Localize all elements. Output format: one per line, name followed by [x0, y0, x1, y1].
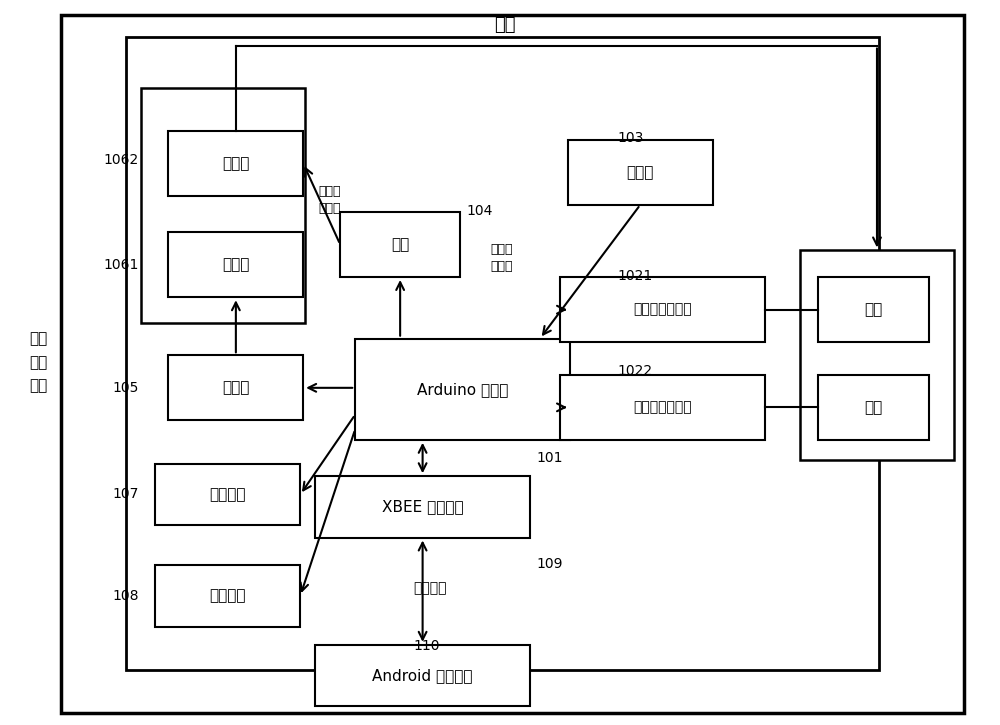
Text: 107: 107 [112, 487, 139, 501]
Text: 报警模块: 报警模块 [210, 589, 246, 603]
Text: 101: 101 [536, 451, 562, 465]
FancyBboxPatch shape [126, 37, 879, 670]
Text: 104: 104 [466, 204, 492, 218]
Text: 土壤湿度传感器: 土壤湿度传感器 [633, 302, 692, 317]
Text: 蓝牙传递: 蓝牙传递 [413, 581, 447, 595]
FancyBboxPatch shape [168, 232, 303, 297]
Text: 109: 109 [536, 557, 562, 571]
Text: 花盆: 花盆 [864, 302, 883, 317]
FancyBboxPatch shape [168, 355, 303, 420]
Text: 电位器: 电位器 [627, 165, 654, 180]
Text: 设置浇
水阀値: 设置浇 水阀値 [490, 243, 513, 273]
FancyBboxPatch shape [315, 645, 530, 706]
FancyBboxPatch shape [168, 131, 303, 196]
Text: Arduino 单片机: Arduino 单片机 [417, 382, 508, 397]
FancyBboxPatch shape [141, 88, 305, 323]
Text: 105: 105 [112, 381, 139, 395]
FancyBboxPatch shape [315, 476, 530, 538]
FancyBboxPatch shape [568, 140, 713, 204]
FancyBboxPatch shape [818, 277, 929, 342]
FancyBboxPatch shape [340, 212, 460, 277]
Text: 细水管: 细水管 [222, 156, 250, 171]
Text: 103: 103 [618, 131, 644, 145]
Text: Android 智能手机: Android 智能手机 [372, 668, 473, 683]
Text: 智能
浇花
系统: 智能 浇花 系统 [30, 331, 48, 394]
Text: 花盆: 花盆 [864, 400, 883, 415]
FancyBboxPatch shape [155, 565, 300, 626]
FancyBboxPatch shape [800, 250, 954, 460]
Text: 显示模块: 显示模块 [210, 487, 246, 502]
Text: 潜水泵: 潜水泵 [222, 257, 250, 273]
Text: 浇花: 浇花 [494, 15, 516, 33]
Text: 继电器: 继电器 [222, 381, 250, 395]
Text: 1022: 1022 [618, 364, 653, 378]
Text: 108: 108 [112, 589, 139, 602]
Text: 110: 110 [414, 639, 440, 653]
Text: 1062: 1062 [103, 153, 139, 167]
Text: XBEE 蓝牙模块: XBEE 蓝牙模块 [382, 500, 463, 514]
FancyBboxPatch shape [61, 15, 964, 713]
FancyBboxPatch shape [355, 339, 570, 440]
FancyBboxPatch shape [818, 375, 929, 440]
FancyBboxPatch shape [560, 277, 765, 342]
FancyBboxPatch shape [155, 464, 300, 526]
Text: 1061: 1061 [103, 258, 139, 272]
Text: 舐机: 舐机 [391, 237, 409, 252]
Text: 1021: 1021 [618, 269, 653, 283]
Text: 土壤湿度传感器: 土壤湿度传感器 [633, 400, 692, 415]
Text: 调整水
管角度: 调整水 管角度 [318, 185, 341, 215]
FancyBboxPatch shape [560, 375, 765, 440]
